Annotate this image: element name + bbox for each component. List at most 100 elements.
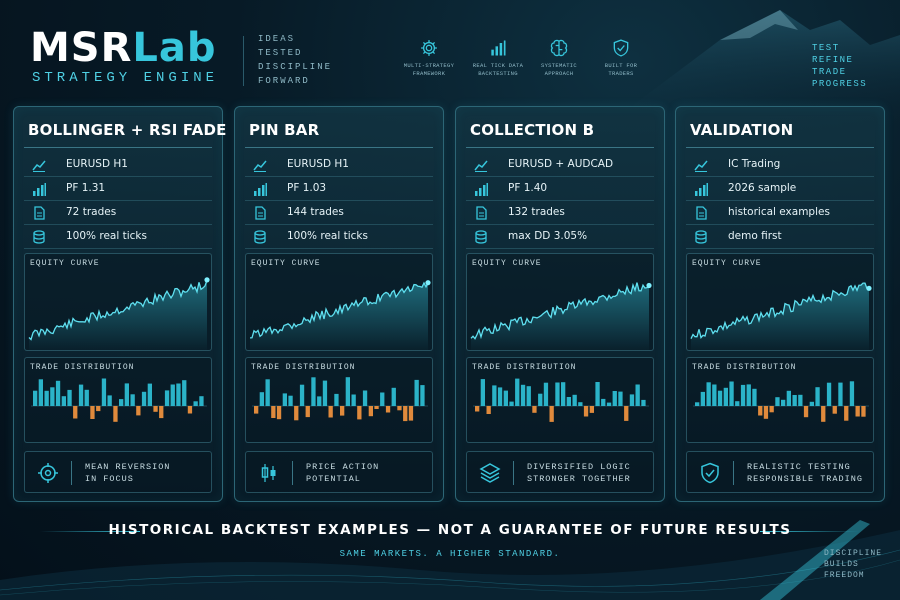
dist-bar-positive — [635, 384, 640, 406]
dist-bar-positive — [50, 387, 55, 406]
right-tagline-line: TRADE — [812, 67, 847, 77]
dist-bar-positive — [735, 401, 740, 406]
card-title-divider — [686, 147, 874, 148]
dist-bar-positive — [176, 383, 181, 406]
dist-bar-positive — [61, 396, 66, 406]
dist-bar-negative — [397, 406, 402, 411]
dist-bar-positive — [78, 384, 84, 406]
dist-bar-negative — [294, 406, 299, 421]
equity-line — [249, 281, 429, 339]
dist-bar-positive — [740, 384, 746, 406]
dist-bar-negative — [486, 406, 491, 414]
disclaimer: HISTORICAL BACKTEST EXAMPLES — NOT A GUA… — [108, 522, 792, 538]
trade-distribution-label: TRADE DISTRIBUTION — [692, 363, 797, 372]
tagline-line: TESTED — [258, 48, 303, 58]
dist-bar-positive — [311, 377, 316, 406]
dist-bar-negative — [357, 406, 362, 420]
dist-bar-positive — [561, 382, 566, 406]
equity-endpoint — [866, 285, 872, 291]
database-icon — [475, 230, 487, 244]
card-stat-row: demo first — [686, 225, 874, 249]
wave-background — [0, 520, 900, 600]
equity-curve-label: EQUITY CURVE — [472, 259, 542, 268]
dist-bar-negative — [532, 406, 537, 413]
card-stat-row: PF 1.40 — [466, 177, 654, 201]
card-stat-text: IC Trading — [728, 158, 781, 170]
document-icon — [34, 206, 45, 220]
strategy-card: VALIDATION IC Trading 2026 sample histor… — [675, 106, 885, 502]
equity-curve-panel: EQUITY CURVE — [245, 253, 433, 351]
equity-line — [690, 282, 870, 339]
card-stat-text: PF 1.40 — [508, 182, 548, 194]
feature-text: MULTI-STRATEGY — [403, 62, 455, 69]
feature-text: TRADERS — [608, 70, 634, 77]
equity-curve-chart — [690, 282, 872, 350]
dist-bar-positive — [130, 394, 135, 406]
dist-bar-positive — [288, 395, 293, 406]
trade-distribution-chart — [693, 381, 869, 422]
card-footer-line: IN FOCUS — [85, 474, 134, 484]
dist-bar-negative — [254, 406, 259, 414]
right-tagline-line: REFINE — [812, 55, 854, 65]
trade-distribution-chart — [473, 378, 649, 422]
dist-bar-negative — [832, 406, 837, 414]
equity-curve-panel: EQUITY CURVE — [466, 253, 654, 351]
dist-bar-negative — [271, 406, 276, 418]
brand-subtitle: STRATEGY ENGINE — [32, 70, 219, 86]
dist-bar-positive — [792, 395, 797, 406]
dist-bar-positive — [729, 381, 734, 406]
trend-icon — [32, 160, 46, 172]
dist-bar-positive — [717, 390, 723, 406]
dist-bar-positive — [182, 380, 187, 406]
dist-bar-positive — [420, 385, 425, 406]
header-divider — [243, 36, 244, 86]
dist-bar-positive — [612, 391, 617, 406]
dist-bar-negative — [73, 406, 78, 419]
dist-bar-positive — [520, 384, 526, 406]
equity-curve-label: EQUITY CURVE — [692, 259, 762, 268]
dist-bar-positive — [809, 401, 814, 406]
dist-bar-positive — [543, 382, 549, 406]
dist-bar-positive — [606, 402, 612, 406]
dist-bar-positive — [786, 390, 791, 406]
dist-bar-positive — [538, 393, 543, 406]
dist-bar-positive — [629, 394, 635, 406]
dist-bar-negative — [305, 406, 310, 418]
dist-bar-positive — [480, 379, 485, 406]
card-stat-row: historical examples — [686, 201, 874, 225]
right-tagline: TEST REFINE TRADE PROGRESS — [812, 42, 867, 90]
dist-bar-negative — [113, 406, 118, 422]
document-icon — [255, 206, 266, 220]
card-footer-divider — [733, 461, 734, 485]
card-title: PIN BAR — [249, 121, 320, 139]
sub-disclaimer: SAME MARKETS. A HIGHER STANDARD. — [339, 549, 561, 559]
dist-bar-positive — [265, 379, 270, 406]
card-title: COLLECTION B — [470, 121, 595, 139]
dist-bar-positive — [712, 384, 717, 406]
dist-bar-negative — [624, 406, 629, 421]
feature-built-for-traders: BUILT FOR TRADERS — [586, 38, 656, 78]
equity-curve-panel: EQUITY CURVE — [686, 253, 874, 351]
dist-bar-negative — [403, 406, 408, 422]
card-stat-text: EURUSD + AUDCAD — [508, 158, 614, 170]
trade-distribution-label: TRADE DISTRIBUTION — [251, 363, 356, 372]
gear-icon — [421, 40, 437, 56]
dist-bar-positive — [815, 387, 820, 406]
equity-line — [28, 279, 208, 341]
document-icon — [696, 206, 707, 220]
card-stat-text: PF 1.31 — [66, 182, 106, 194]
feature-text: REAL TICK DATA — [472, 62, 524, 69]
dist-bar-positive — [775, 397, 780, 406]
dist-bar-positive — [193, 401, 198, 406]
dist-bar-positive — [509, 401, 514, 406]
dist-bar-positive — [723, 387, 728, 406]
dist-bar-negative — [589, 406, 594, 413]
dist-bar-positive — [101, 378, 107, 406]
dist-bar-negative — [328, 406, 333, 418]
card-stat-row: PF 1.31 — [24, 177, 212, 201]
equity-endpoint — [425, 280, 431, 286]
dist-bar-positive — [695, 402, 700, 406]
feature-text: BACKTESTING — [478, 70, 518, 77]
dist-bar-negative — [861, 406, 866, 417]
feature-systematic: SYSTEMATIC APPROACH — [524, 38, 594, 78]
